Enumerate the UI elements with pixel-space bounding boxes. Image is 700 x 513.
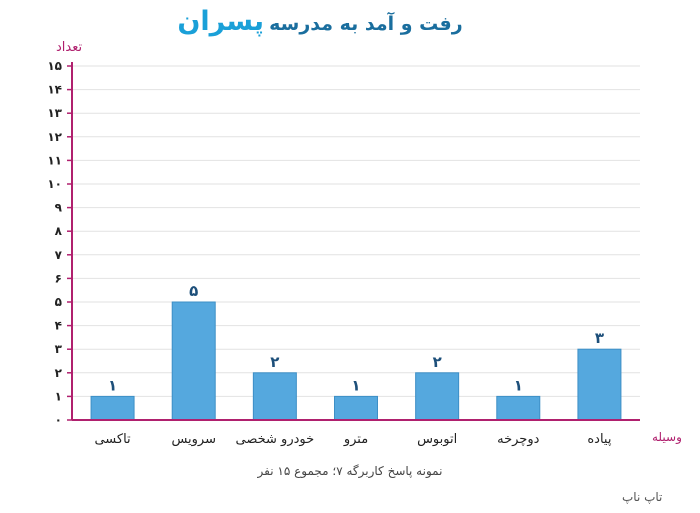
bar-value-label: ۳ — [595, 329, 604, 347]
x-tick-label: دوچرخه — [497, 432, 539, 447]
x-tick-label: مترو — [343, 432, 368, 447]
chart-caption: نمونه پاسخ کاربرگه ۷؛ مجموع ۱۵ نفر — [257, 464, 443, 478]
y-tick-label: ۷ — [55, 248, 63, 262]
bar-value-label: ۱ — [351, 376, 360, 394]
bar-value-label: ۵ — [189, 282, 198, 300]
y-tick-label: ۱۵ — [47, 59, 62, 73]
chart-title-main: رفت و آمد به مدرسه — [269, 13, 463, 35]
y-tick-label: ۱۳ — [47, 106, 62, 120]
chart-title-emphasis: پسران — [177, 6, 265, 37]
bar-value-label: ۲ — [433, 353, 442, 371]
y-tick-label: ۱۲ — [47, 130, 62, 144]
y-tick-label: ۱۱ — [47, 153, 62, 167]
x-tick-label: پیاده — [587, 432, 611, 447]
x-tick-label: تاکسی — [94, 432, 131, 447]
bar-chart: ۰۱۲۳۴۵۶۷۸۹۱۰۱۱۱۲۱۳۱۴۱۵۱تاکسی۵سرویس۲خودرو… — [47, 59, 640, 447]
y-tick-label: ۹ — [55, 201, 63, 215]
bar-value-label: ۱ — [108, 376, 117, 394]
bar-value-label: ۲ — [270, 353, 279, 371]
y-tick-label: ۱ — [55, 389, 62, 403]
bar — [415, 372, 460, 421]
bar — [334, 395, 378, 421]
y-tick-label: ۳ — [55, 342, 63, 356]
x-axis-label: وسیله — [652, 430, 682, 444]
x-tick-label: اتوبوس — [417, 432, 457, 447]
x-tick-label: خودرو شخصی — [236, 432, 315, 447]
bar — [171, 301, 216, 421]
bar — [90, 395, 135, 421]
y-axis-label: تعداد — [56, 40, 83, 55]
footer-brand: تاپ ناپ — [622, 490, 663, 504]
bar — [577, 348, 622, 421]
y-tick-label: ۱۰ — [47, 177, 62, 191]
y-tick-label: ۲ — [55, 366, 63, 380]
bar-value-label: ۱ — [514, 376, 523, 394]
chart-title: رفت و آمد به مدرسه پسران — [0, 6, 640, 37]
y-tick-label: ۱۴ — [47, 83, 62, 97]
y-tick-label: ۴ — [55, 319, 62, 333]
x-tick-label: سرویس — [171, 432, 216, 447]
y-tick-label: ۸ — [55, 224, 63, 238]
y-tick-label: ۶ — [55, 271, 62, 285]
bar — [252, 372, 297, 421]
y-tick-label: ۵ — [55, 295, 62, 309]
bar — [496, 395, 541, 421]
y-tick-label: ۰ — [55, 413, 62, 427]
